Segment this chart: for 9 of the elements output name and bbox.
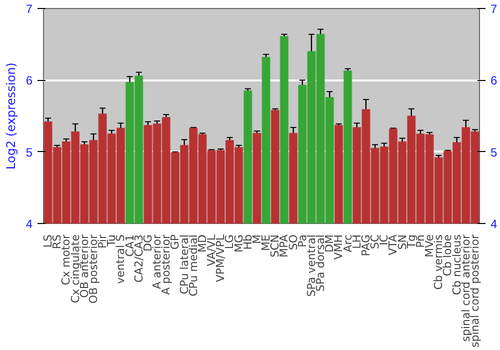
y-tick-label: 4: [26, 217, 33, 231]
y-tick-label: 7: [26, 2, 33, 16]
y2-tick-label: 7: [490, 2, 498, 16]
y-tick-label: 6: [26, 74, 33, 88]
y2-tick-label: 6: [490, 74, 498, 88]
y2-tick-label: 4: [490, 217, 498, 231]
y2-tick-label: 5: [490, 145, 498, 160]
y-axis-title: Log2 (expression): [4, 62, 18, 170]
y-tick-label: 5: [26, 145, 33, 160]
